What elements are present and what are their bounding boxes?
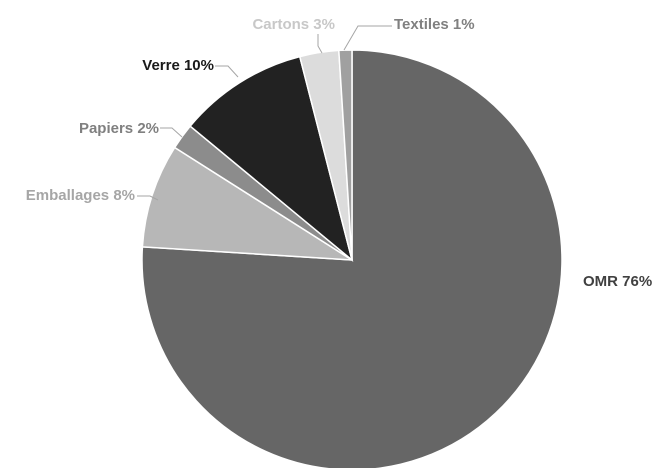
data-label-cartons: Cartons 3% xyxy=(252,16,335,33)
leader-line-verre xyxy=(215,65,239,78)
data-label-emballages: Emballages 8% xyxy=(26,187,135,204)
leader-line-emballages xyxy=(137,195,159,201)
leader-line-cartons xyxy=(317,34,323,54)
pie-labels: OMR 76% Emballages 8% Papiers 2% Verre 10% C… xyxy=(26,16,652,290)
pie-slices xyxy=(141,49,563,468)
pie-slice-omr xyxy=(141,49,563,468)
pie-slice-textiles xyxy=(338,49,353,261)
leader-line-textiles xyxy=(343,25,392,51)
data-label-papiers: Papiers 2% xyxy=(79,120,159,137)
pie-slice-emballages xyxy=(141,146,353,261)
pie-slice-verre xyxy=(189,55,354,263)
data-label-textiles: Textiles 1% xyxy=(394,16,475,33)
data-label-omr: OMR 76% xyxy=(583,273,652,290)
leader-line-papiers xyxy=(160,127,183,138)
data-label-verre: Verre 10% xyxy=(142,57,214,74)
